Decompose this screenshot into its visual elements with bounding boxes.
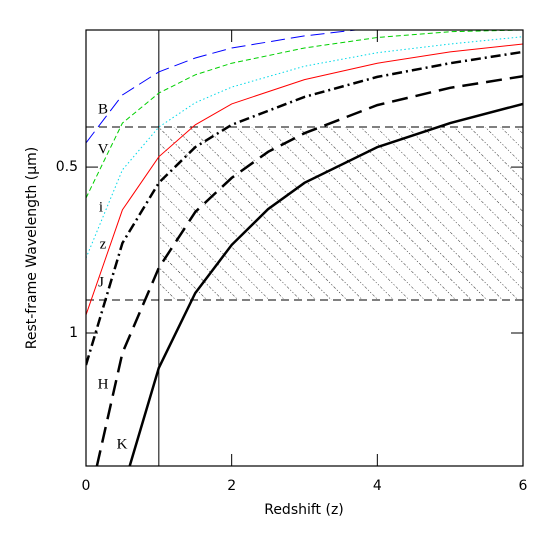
series-label: V bbox=[98, 141, 109, 157]
x-tick-label: 0 bbox=[82, 478, 91, 494]
y-tick-label: 1 bbox=[69, 325, 78, 341]
data-line bbox=[86, 30, 523, 199]
y-axis-label: Rest-frame Wavelength (μm) bbox=[24, 147, 40, 349]
data-line bbox=[86, 30, 356, 144]
series-label: z bbox=[100, 236, 107, 252]
data-line bbox=[86, 50, 523, 366]
series-label: B bbox=[98, 101, 108, 117]
series-label: K bbox=[117, 436, 128, 452]
data-line bbox=[128, 102, 523, 466]
data-line bbox=[95, 74, 523, 466]
series-label: H bbox=[98, 376, 109, 392]
x-tick-label: 6 bbox=[519, 478, 528, 494]
x-axis-label: Redshift (z) bbox=[264, 502, 344, 518]
plot-area bbox=[86, 30, 523, 466]
shaded-region bbox=[158, 127, 523, 300]
series-label: i bbox=[99, 199, 103, 215]
data-line bbox=[86, 43, 523, 316]
series-label: J bbox=[98, 274, 104, 290]
x-tick-label: 4 bbox=[373, 478, 382, 494]
y-tick-label: 0.5 bbox=[56, 159, 78, 175]
x-tick-label: 2 bbox=[227, 478, 236, 494]
plot-frame bbox=[85, 29, 524, 467]
